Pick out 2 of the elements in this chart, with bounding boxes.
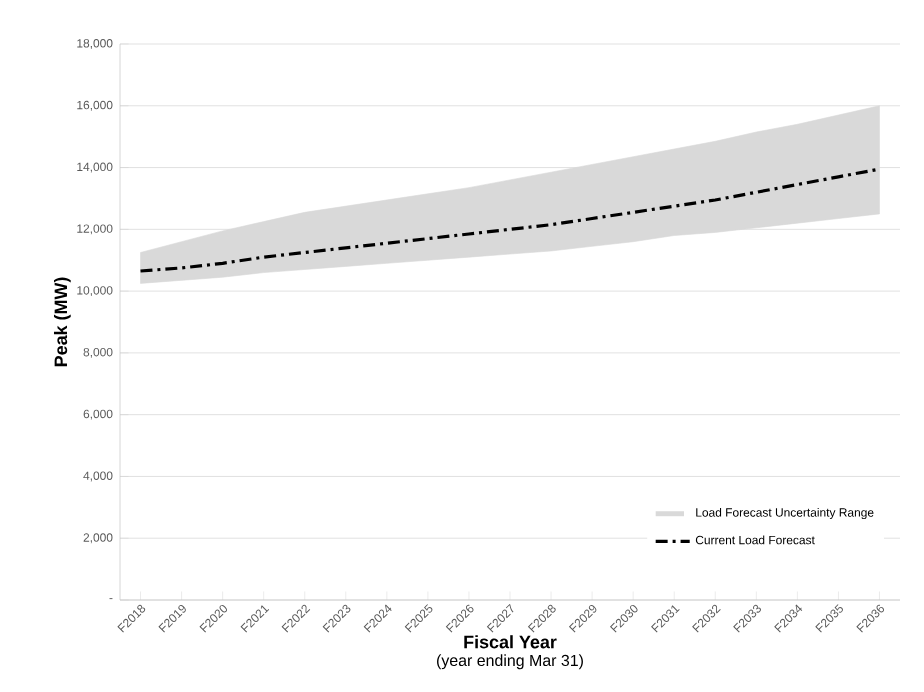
x-axis-title: Fiscal Year [464, 635, 557, 649]
y-axis-title: Peak (MW) [53, 277, 71, 367]
